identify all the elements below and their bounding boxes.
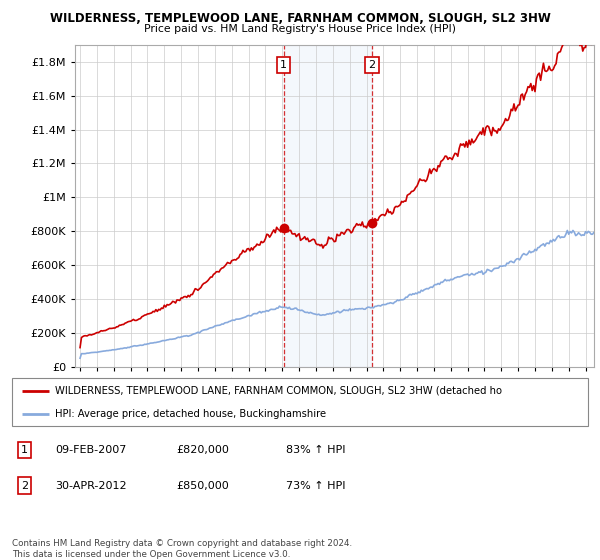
- Text: £820,000: £820,000: [176, 445, 229, 455]
- Text: WILDERNESS, TEMPLEWOOD LANE, FARNHAM COMMON, SLOUGH, SL2 3HW: WILDERNESS, TEMPLEWOOD LANE, FARNHAM COM…: [50, 12, 550, 25]
- Text: 2: 2: [21, 480, 28, 491]
- Text: 1: 1: [280, 60, 287, 70]
- Text: WILDERNESS, TEMPLEWOOD LANE, FARNHAM COMMON, SLOUGH, SL2 3HW (detached ho: WILDERNESS, TEMPLEWOOD LANE, FARNHAM COM…: [55, 386, 502, 396]
- Text: 2: 2: [368, 60, 376, 70]
- Bar: [284, 45, 372, 367]
- Text: Price paid vs. HM Land Registry's House Price Index (HPI): Price paid vs. HM Land Registry's House …: [144, 24, 456, 34]
- Text: Contains HM Land Registry data © Crown copyright and database right 2024.
This d: Contains HM Land Registry data © Crown c…: [12, 539, 352, 559]
- Text: 73% ↑ HPI: 73% ↑ HPI: [286, 480, 345, 491]
- Text: 09-FEB-2007: 09-FEB-2007: [55, 445, 127, 455]
- Text: 83% ↑ HPI: 83% ↑ HPI: [286, 445, 345, 455]
- FancyBboxPatch shape: [12, 378, 588, 426]
- Text: £850,000: £850,000: [176, 480, 229, 491]
- Text: HPI: Average price, detached house, Buckinghamshire: HPI: Average price, detached house, Buck…: [55, 409, 326, 419]
- Text: 30-APR-2012: 30-APR-2012: [55, 480, 127, 491]
- Text: 1: 1: [21, 445, 28, 455]
